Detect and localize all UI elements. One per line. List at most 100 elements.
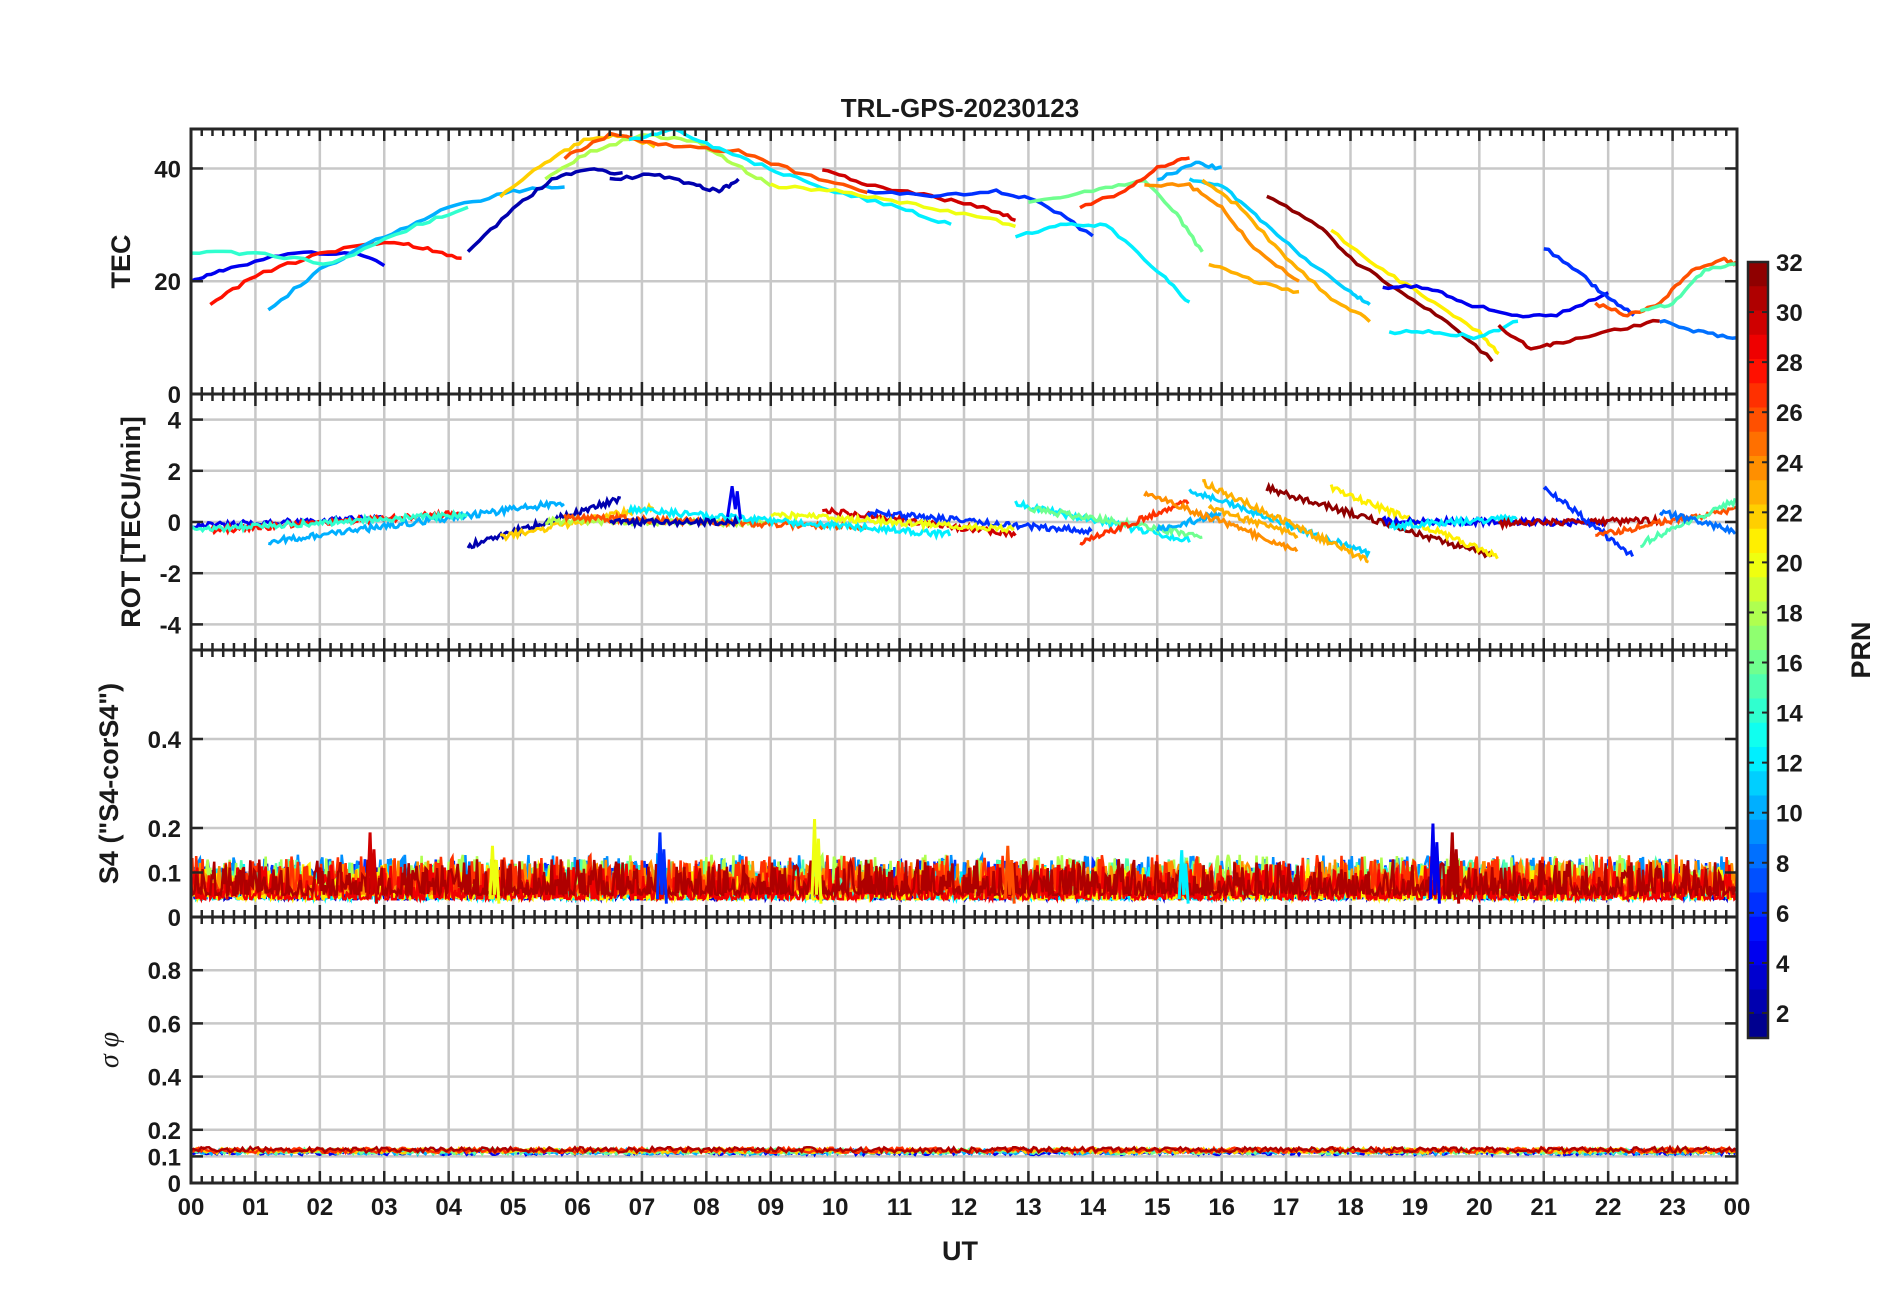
tec-series-line-prn12 [628, 129, 952, 226]
tec-series-line-prn2 [466, 167, 623, 253]
colorbar-segment [1748, 674, 1768, 700]
s4-y-axis-label: S4 ("S4-corS4") [94, 683, 124, 884]
x-tick-label: 07 [629, 1194, 656, 1221]
x-tick-label: 18 [1337, 1194, 1364, 1221]
y-tick-label: 0.8 [148, 958, 181, 985]
rot-series-line-prn27 [1079, 499, 1190, 546]
rot-series-line-prn14 [191, 509, 468, 534]
colorbar-segment [1748, 286, 1768, 312]
colorbar-label: PRN [1846, 621, 1876, 678]
tec-series-line-prn31 [1497, 318, 1660, 351]
rot-series-line-prn10 [267, 498, 565, 546]
tec-series-line-prn8 [1659, 318, 1737, 340]
y-tick-label: 0 [168, 905, 181, 932]
rot-series-line-prn22 [499, 502, 655, 542]
colorbar-tick-label: 12 [1776, 751, 1803, 778]
x-tick-label: 21 [1530, 1194, 1557, 1221]
s4-peak [366, 832, 379, 904]
y-tick-label: 2 [168, 459, 181, 486]
rot-series-line-prn12 [1388, 513, 1518, 533]
x-tick-label: 11 [887, 1194, 912, 1221]
y-tick-label: 0.6 [148, 1011, 181, 1038]
tec-series-line-prn6 [1543, 247, 1635, 317]
rot-series-line-prn4 [1381, 514, 1609, 529]
y-tick-label: 0.4 [148, 727, 182, 754]
x-tick-label: 00 [178, 1194, 205, 1221]
x-tick-label: 10 [822, 1194, 849, 1221]
s4-peak [655, 832, 668, 904]
x-tick-label: 02 [306, 1194, 333, 1221]
x-tick-label: 23 [1659, 1194, 1686, 1221]
colorbar-tick-label: 24 [1776, 450, 1803, 477]
colorbar-segment [1748, 553, 1768, 578]
colorbar-segment [1748, 892, 1768, 918]
colorbar-tick-label: 8 [1776, 851, 1789, 878]
colorbar-segment [1748, 431, 1768, 457]
s4-series-line-prn31 [191, 856, 1737, 900]
rot-series-line-prn6 [866, 508, 1093, 536]
x-tick-label: 00 [1724, 1194, 1751, 1221]
colorbar-tick-label: 26 [1776, 400, 1803, 427]
colorbar-segment [1748, 601, 1768, 627]
colorbar-segment [1748, 359, 1768, 384]
tec-series-line-prn12 [1388, 319, 1519, 341]
x-tick-label: 01 [242, 1194, 269, 1221]
tec-series-line-prn20 [770, 182, 1017, 229]
colorbar-tick-label: 32 [1776, 250, 1803, 277]
sigma-series [191, 1144, 1737, 1158]
rot-y-axis-label: ROT [TECU/min] [116, 416, 146, 627]
rot-series-line-prn8 [1658, 509, 1737, 536]
x-tick-label: 09 [757, 1194, 784, 1221]
colorbar-segment [1748, 747, 1768, 772]
colorbar-segment [1748, 698, 1768, 724]
s4-peak [810, 819, 823, 904]
colorbar-tick-label: 22 [1776, 500, 1803, 527]
colorbar-segment [1748, 1013, 1768, 1039]
tec-series-line-prn11 [1188, 177, 1371, 306]
y-tick-label: 0.1 [148, 1144, 181, 1171]
rot-series-line-prn2 [466, 495, 622, 550]
colorbar-tick-label: 10 [1776, 801, 1803, 828]
colorbar-segment [1748, 310, 1768, 336]
x-tick-label: 14 [1079, 1194, 1106, 1221]
colorbar-tick-label: 20 [1776, 550, 1803, 577]
sigma-y-axis-label: σ φ [94, 1032, 125, 1068]
x-axis: 00 01 02 03 04 05 06 07 08 09 10 11 12 13 14 15 16 17 18 19… [178, 1194, 1751, 1221]
rot-series-line-prn12 [627, 503, 952, 541]
tec-series-line-prn12 [1014, 222, 1191, 304]
tec-series-line-prn21 [1330, 228, 1500, 356]
rot-series [191, 478, 1737, 564]
tec-series-line-prn10 [267, 184, 565, 312]
colorbar-segment [1748, 965, 1768, 991]
s4-peak [1428, 823, 1441, 904]
colorbar-segment [1748, 989, 1768, 1015]
colorbar-segment [1748, 722, 1768, 748]
colorbar-segment [1748, 844, 1768, 869]
s4-peak [1448, 832, 1461, 904]
x-tick-label: 16 [1208, 1194, 1235, 1221]
colorbar-segment [1748, 916, 1768, 942]
rot-series-line-prn20 [770, 510, 1015, 534]
s4-peak [1177, 850, 1190, 904]
tec-series [191, 129, 1737, 363]
tec-series-line-prn18 [544, 132, 772, 188]
tec-series-line-prn4 [1382, 283, 1609, 319]
x-tick-label: 20 [1466, 1194, 1493, 1221]
colorbar-segment [1748, 625, 1768, 651]
y-tick-label: 0 [168, 510, 181, 537]
s4-series [191, 819, 1737, 905]
tec-series-line-prn15 [1639, 262, 1737, 313]
rot-series-line-prn23 [1207, 503, 1299, 540]
y-tick-label: 0 [168, 1171, 181, 1198]
tec-series-line-prn4 [191, 250, 386, 283]
colorbar-tick-label: 30 [1776, 300, 1803, 327]
x-tick-label: 15 [1144, 1194, 1171, 1221]
colorbar-segment [1748, 334, 1768, 360]
colorbar-segment [1748, 941, 1768, 966]
panel-tec: 0 20 40 TEC [106, 127, 1739, 409]
x-tick-label: 13 [1015, 1194, 1042, 1221]
x-tick-label: 05 [500, 1194, 527, 1221]
